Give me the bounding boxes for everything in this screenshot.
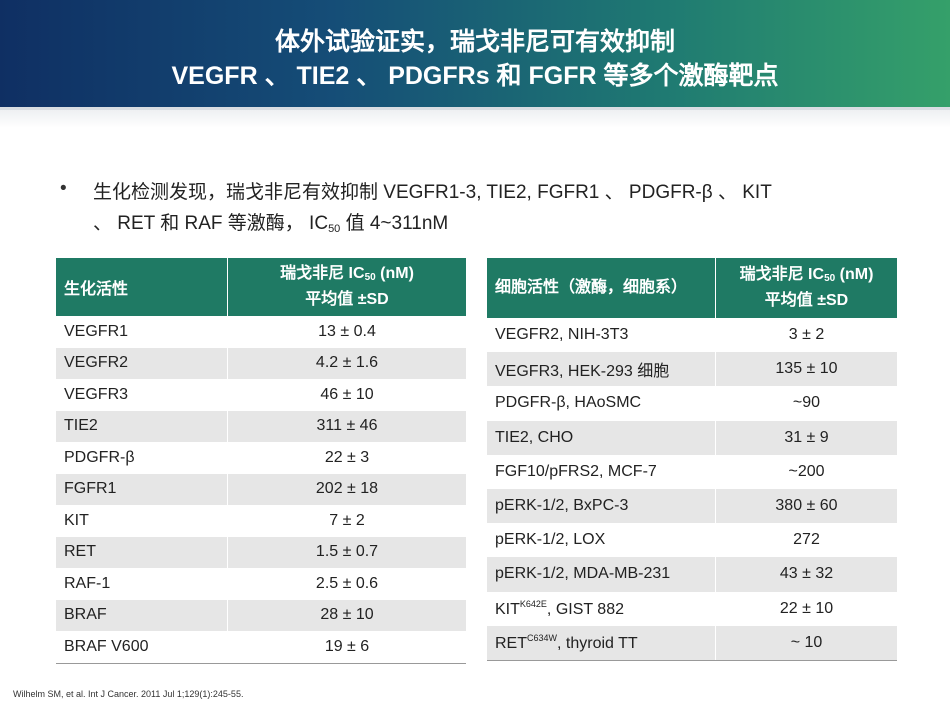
table-row: RET 1.5 ± 0.7 [56, 536, 466, 568]
ic50-value-cell: 31 ± 9 [715, 420, 897, 455]
slide-title-line2: VEGFR 、 TIE2 、 PDGFRs 和 FGFR 等多个激酶靶点 [171, 62, 779, 90]
target-cell: TIE2 [56, 410, 228, 442]
target-cell: RETC634W, thyroid TT [487, 625, 716, 661]
table-row: PDGFR-β, HAoSMC ~90 [487, 386, 897, 421]
ic50-value-cell: 311 ± 46 [227, 410, 466, 442]
col-header-ic50: 瑞戈非尼 IC50 (nM) 平均值 ±SD [227, 258, 466, 316]
bullet-text: 生化检测发现，瑞戈非尼有效抑制 VEGFR1-3, TIE2, FGFR1 、 … [93, 177, 793, 245]
target-cell: VEGFR2 [56, 347, 228, 379]
target-cell: RET [56, 536, 228, 568]
table-row: pERK-1/2, BxPC-3 380 ± 60 [487, 488, 897, 524]
bullet-marker: • [60, 178, 67, 199]
target-cell: pERK-1/2, MDA-MB-231 [487, 557, 716, 592]
header-divider [0, 107, 950, 110]
target-cell: VEGFR1 [56, 316, 228, 348]
ic50-value-cell: 1.5 ± 0.7 [227, 536, 466, 568]
reference-footnote: Wilhelm SM, et al. Int J Cancer. 2011 Ju… [13, 689, 244, 699]
ic50-value-cell: 43 ± 32 [715, 557, 897, 592]
ic50-value-cell: 22 ± 3 [227, 442, 466, 474]
ic50-value-cell: 4.2 ± 1.6 [227, 347, 466, 379]
table-row: KITK642E, GIST 882 22 ± 10 [487, 591, 897, 626]
target-cell: VEGFR3, HEK-293 细胞 [487, 352, 716, 387]
ic50-value-cell: 380 ± 60 [715, 488, 897, 524]
col-header-ic50: 瑞戈非尼 IC50 (nM) 平均值 ±SD [715, 258, 897, 318]
target-cell: KIT [56, 505, 228, 537]
target-cell: BRAF [56, 599, 228, 631]
ic50-value-cell: 3 ± 2 [715, 318, 897, 353]
ic50-value-cell: ~200 [715, 454, 897, 489]
ic50-value-cell: 272 [715, 523, 897, 558]
table-row: BRAF 28 ± 10 [56, 599, 466, 631]
ic50-value-cell: 28 ± 10 [227, 599, 466, 631]
col-header-biochemical: 生化活性 [56, 258, 228, 316]
ic50-subscript: 50 [328, 223, 341, 235]
table-row: VEGFR2, NIH-3T3 3 ± 2 [487, 318, 897, 353]
title-banner: 体外试验证实，瑞戈非尼可有效抑制 VEGFR 、 TIE2 、 PDGFRs 和… [0, 0, 950, 107]
table-row: VEGFR3, HEK-293 细胞 135 ± 10 [487, 352, 897, 387]
ic50-value-cell: ~ 10 [715, 625, 897, 661]
table-row: PDGFR-β 22 ± 3 [56, 442, 466, 474]
col-header-cellular: 细胞活性（激酶，细胞系） [487, 258, 716, 318]
target-cell: pERK-1/2, BxPC-3 [487, 488, 716, 524]
target-cell: RAF-1 [56, 568, 228, 600]
biochemical-activity-table: 生化活性 瑞戈非尼 IC50 (nM) 平均值 ±SD VEGFR1 13 ± 0.… [56, 258, 466, 664]
target-cell: PDGFR-β [56, 442, 228, 474]
target-cell: pERK-1/2, LOX [487, 523, 716, 558]
ic50-value-cell: 135 ± 10 [715, 352, 897, 387]
ic50-value-cell: 13 ± 0.4 [227, 316, 466, 348]
table-row: BRAF V600 19 ± 6 [56, 631, 466, 664]
table-row: pERK-1/2, LOX 272 [487, 523, 897, 558]
header-shadow [0, 110, 950, 128]
target-cell: TIE2, CHO [487, 420, 716, 455]
bullet-text-tail: 值 4~311nM [340, 213, 449, 234]
target-cell: FGF10/pFRS2, MCF-7 [487, 454, 716, 489]
ic50-value-cell: 7 ± 2 [227, 505, 466, 537]
ic50-value-cell: 22 ± 10 [715, 591, 897, 626]
target-cell: PDGFR-β, HAoSMC [487, 386, 716, 421]
ic50-value-cell: ~90 [715, 386, 897, 421]
ic50-value-cell: 46 ± 10 [227, 379, 466, 411]
table-row: VEGFR2 4.2 ± 1.6 [56, 347, 466, 379]
table-row: VEGFR3 46 ± 10 [56, 379, 466, 411]
table-row: RETC634W, thyroid TT ~ 10 [487, 625, 897, 661]
bullet-text-main: 生化检测发现，瑞戈非尼有效抑制 VEGFR1-3, TIE2, FGFR1 、 … [93, 182, 772, 234]
table-row: KIT 7 ± 2 [56, 505, 466, 537]
target-cell: KITK642E, GIST 882 [487, 591, 716, 626]
target-cell: FGFR1 [56, 473, 228, 505]
table-row: TIE2, CHO 31 ± 9 [487, 420, 897, 455]
table-row: FGF10/pFRS2, MCF-7 ~200 [487, 454, 897, 489]
cellular-activity-table: 细胞活性（激酶，细胞系） 瑞戈非尼 IC50 (nM) 平均值 ±SD VEGFR… [487, 258, 897, 661]
ic50-value-cell: 19 ± 6 [227, 631, 466, 664]
table-row: VEGFR1 13 ± 0.4 [56, 316, 466, 348]
table-row: FGFR1 202 ± 18 [56, 473, 466, 505]
target-cell: BRAF V600 [56, 631, 228, 664]
target-cell: VEGFR2, NIH-3T3 [487, 318, 716, 353]
ic50-value-cell: 2.5 ± 0.6 [227, 568, 466, 600]
table-row: RAF-1 2.5 ± 0.6 [56, 568, 466, 600]
ic50-value-cell: 202 ± 18 [227, 473, 466, 505]
slide-title-line1: 体外试验证实，瑞戈非尼可有效抑制 [274, 28, 675, 56]
table-row: TIE2 311 ± 46 [56, 410, 466, 442]
table-row: pERK-1/2, MDA-MB-231 43 ± 32 [487, 557, 897, 592]
target-cell: VEGFR3 [56, 379, 228, 411]
